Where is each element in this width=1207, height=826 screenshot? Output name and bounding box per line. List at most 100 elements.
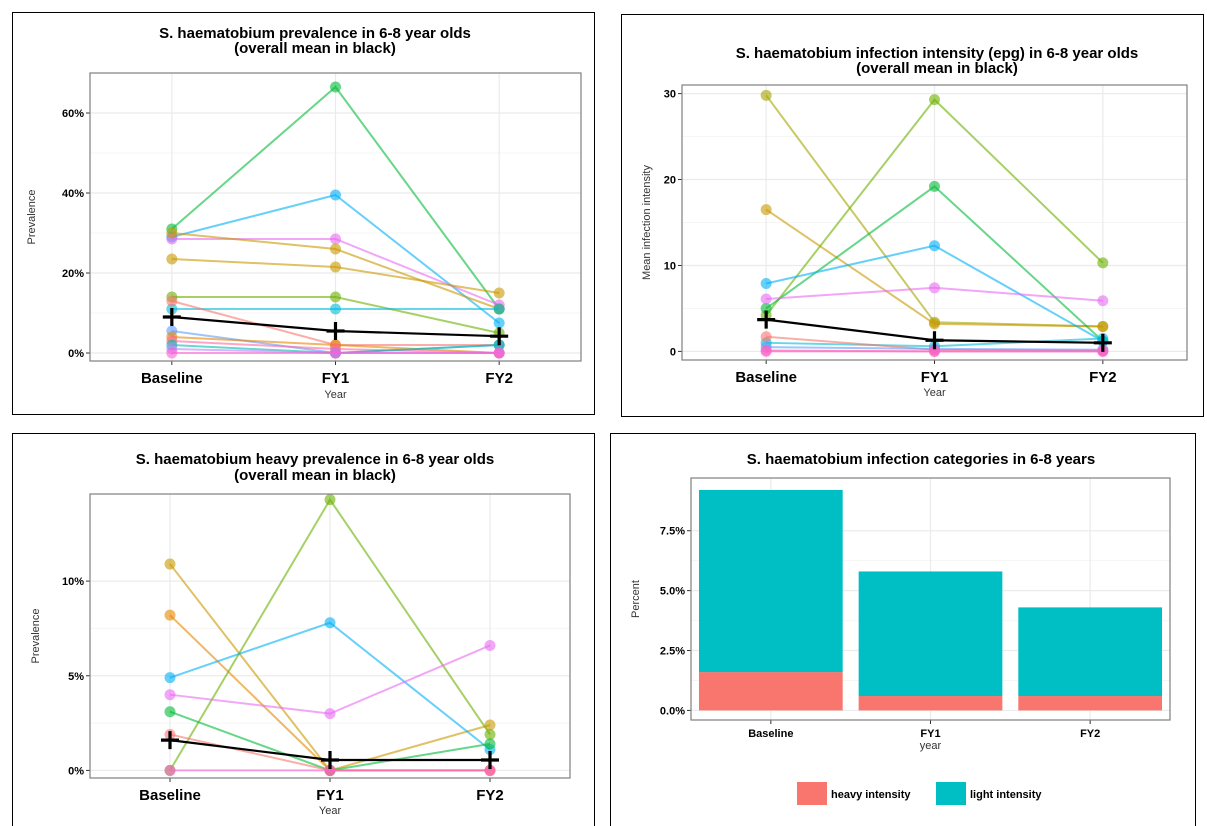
series-point: [330, 233, 341, 245]
panel-border: [89, 493, 571, 779]
series-point: [493, 347, 505, 359]
x-tick-label: Baseline: [139, 787, 201, 804]
x-tick-label: FY2: [485, 370, 513, 387]
bar-light-intensity: [698, 489, 843, 673]
x-tick-label: FY2: [1089, 369, 1117, 386]
bar-heavy-intensity: [858, 696, 1003, 711]
series-point: [760, 331, 772, 343]
y-tick-label: 40%: [62, 188, 84, 200]
x-tick-label: Baseline: [141, 370, 203, 387]
y-tick-label: 5%: [68, 671, 84, 683]
series-point: [484, 738, 496, 750]
heavy-prevalence-chart: S. haematobium heavy prevalence in 6-8 y…: [30, 451, 571, 817]
x-axis-label: Year: [319, 805, 342, 817]
bar-light-intensity: [858, 571, 1003, 697]
bars-group: [698, 489, 1163, 711]
y-tick-label: 0%: [68, 765, 84, 777]
mean-point: [321, 751, 339, 770]
x-axis-label: Year: [923, 387, 946, 399]
chart-title: S. haematobium infection intensity (epg)…: [736, 45, 1139, 62]
series-point: [164, 706, 176, 718]
panel-border: [89, 72, 582, 362]
series-point: [929, 345, 940, 357]
series-point: [166, 295, 178, 307]
mean-point: [326, 322, 345, 340]
grid: [90, 494, 570, 778]
panel-border: [690, 477, 1171, 721]
series-point: [760, 204, 772, 216]
legend-key: [936, 782, 966, 805]
chart-title: S. haematobium infection categories in 6…: [747, 451, 1095, 468]
y-tick-label: 5.0%: [660, 586, 685, 598]
chart-title: S. haematobium prevalence in 6-8 year ol…: [159, 25, 471, 42]
series-point: [760, 345, 772, 357]
chart-title: S. haematobium heavy prevalence in 6-8 y…: [136, 451, 494, 468]
series-point: [164, 558, 176, 570]
series-point: [164, 609, 176, 621]
mean-point: [757, 310, 776, 329]
series-point: [164, 764, 176, 776]
panel-border: [681, 84, 1188, 361]
series-group: [162, 81, 509, 359]
series-point: [330, 347, 341, 359]
legend-key: [797, 782, 827, 805]
series-point: [493, 317, 505, 329]
y-tick-label: 0.0%: [660, 705, 685, 717]
mean-point: [162, 308, 181, 326]
y-axis-label: Prevalence: [30, 608, 42, 663]
y-tick-label: 2.5%: [660, 646, 685, 658]
mean-point: [490, 327, 509, 346]
x-axis-label: Year: [324, 389, 347, 401]
x-tick-label: FY1: [921, 369, 949, 386]
series-point: [164, 689, 176, 701]
series-point: [330, 303, 341, 315]
series-point: [484, 719, 496, 731]
series-point: [493, 287, 505, 299]
series-point: [324, 494, 336, 506]
series-point: [760, 89, 772, 101]
series-point: [330, 189, 341, 201]
y-tick-label: 30: [664, 89, 676, 101]
x-tick-label: FY1: [920, 728, 940, 740]
series-point: [324, 764, 336, 776]
y-tick-label: 10%: [62, 576, 84, 588]
series-point: [760, 278, 772, 290]
series-group: [161, 494, 499, 776]
chart-subtitle: (overall mean in black): [234, 40, 396, 57]
series-point: [330, 81, 341, 93]
mean-point: [161, 731, 179, 750]
chart-subtitle: (overall mean in black): [234, 467, 396, 484]
series-point: [929, 240, 940, 252]
heavy-prevalence-panel: S. haematobium heavy prevalence in 6-8 y…: [12, 433, 595, 826]
series-point: [484, 728, 496, 740]
bar-light-intensity: [1018, 607, 1163, 697]
series-point: [1097, 320, 1109, 332]
x-tick-label: FY2: [476, 787, 504, 804]
series-point: [929, 94, 940, 106]
mean-point: [481, 751, 499, 770]
series-point: [1097, 257, 1109, 269]
series-point: [929, 282, 940, 294]
y-tick-label: 20%: [62, 268, 84, 280]
legend: heavy intensity light intensity: [797, 782, 1042, 805]
prevalence-panel: S. haematobium prevalence in 6-8 year ol…: [12, 12, 595, 415]
chart-subtitle: (overall mean in black): [856, 60, 1018, 77]
x-tick-label: Baseline: [735, 369, 797, 386]
series-point: [493, 303, 505, 315]
series-point: [166, 227, 178, 239]
series-point: [330, 261, 341, 273]
series-group: [757, 89, 1112, 357]
y-tick-label: 10: [664, 260, 676, 272]
x-tick-label: FY1: [322, 370, 350, 387]
y-tick-label: 0: [670, 346, 676, 358]
series-point: [929, 180, 940, 192]
mean-point: [1093, 333, 1112, 352]
y-axis-label: Prevalence: [26, 189, 38, 244]
y-tick-label: 0%: [68, 348, 84, 360]
series-point: [330, 291, 341, 303]
series-point: [324, 617, 336, 629]
series-point: [760, 293, 772, 305]
intensity-chart: S. haematobium infection intensity (epg)…: [641, 45, 1188, 399]
prevalence-chart: S. haematobium prevalence in 6-8 year ol…: [26, 25, 582, 401]
legend-label: light intensity: [970, 789, 1042, 801]
